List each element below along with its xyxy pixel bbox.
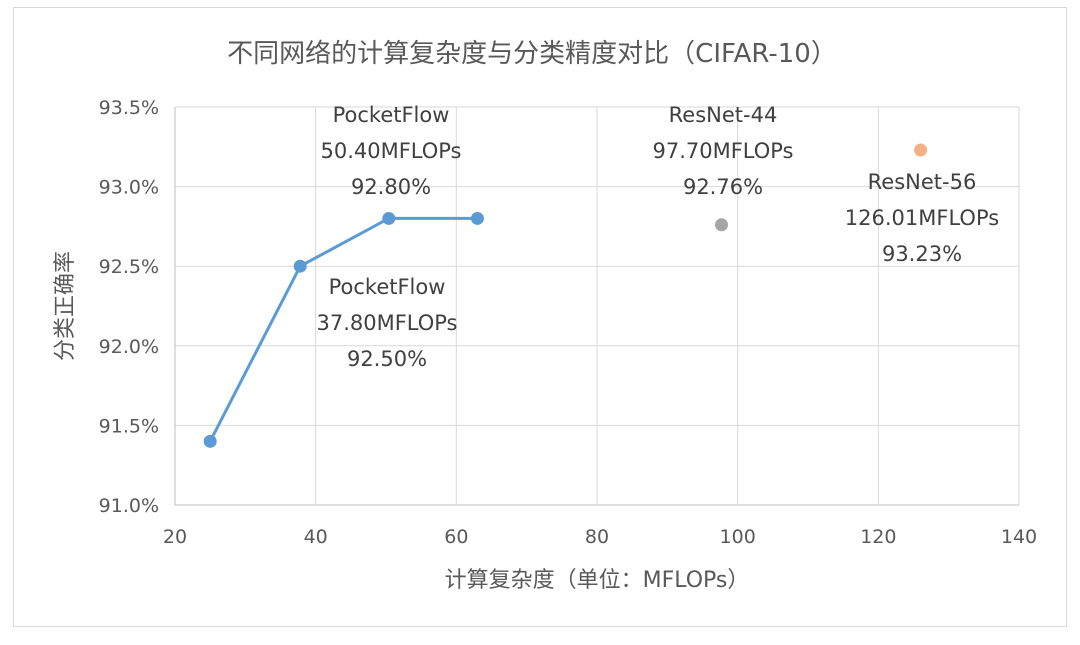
x-tick-label: 80 <box>585 526 609 548</box>
annotations: PocketFlow 50.40MFLOPs 92.80% PocketFlow 37.… <box>316 103 999 371</box>
data-point-2-0 <box>914 143 928 157</box>
annotation-resnet-56-line-2: 93.23% <box>882 242 962 266</box>
annotation-resnet-44-line-0: ResNet-44 <box>669 103 778 127</box>
y-tick-label: 92.5% <box>99 256 159 278</box>
x-axis-label: 计算复杂度（单位：MFLOPs） <box>445 568 750 593</box>
annotation-pocketflow-50-line-2: 92.80% <box>351 175 431 199</box>
series-line-0 <box>208 216 478 442</box>
x-axis-tick-labels: 20 40 60 80 100 120 140 <box>163 526 1037 548</box>
annotation-resnet-56-line-0: ResNet-56 <box>868 170 977 194</box>
y-tick-label: 93.5% <box>99 97 159 119</box>
annotation-pocketflow-37-line-0: PocketFlow <box>329 275 446 299</box>
x-tick-label: 20 <box>163 526 187 548</box>
annotation-pocketflow-37-line-1: 37.80MFLOPs <box>316 311 457 335</box>
gridlines <box>174 106 1020 506</box>
annotation-pocketflow-50-line-1: 50.40MFLOPs <box>320 139 461 163</box>
annotation-resnet-44-line-1: 97.70MFLOPs <box>652 139 793 163</box>
data-point-0-0 <box>203 434 217 448</box>
y-axis-tick-labels: 91.0% 91.5% 92.0% 92.5% 93.0% 93.5% <box>99 97 159 517</box>
annotation-resnet-56-line-1: 126.01MFLOPs <box>845 206 999 230</box>
x-tick-label: 100 <box>720 526 756 548</box>
series-lines <box>208 216 478 442</box>
annotation-pocketflow-37-line-2: 92.50% <box>347 347 427 371</box>
x-tick-label: 40 <box>304 526 328 548</box>
chart-title: 不同网络的计算复杂度与分类精度对比（CIFAR-10） <box>227 39 837 69</box>
annotation-pocketflow-50-line-0: PocketFlow <box>333 103 450 127</box>
data-point-1-0 <box>714 218 728 232</box>
y-tick-label: 91.5% <box>99 415 159 437</box>
x-tick-label: 60 <box>444 526 468 548</box>
annotation-resnet-44-line-2: 92.76% <box>683 175 763 199</box>
y-tick-label: 91.0% <box>99 495 159 517</box>
y-tick-label: 93.0% <box>99 177 159 199</box>
data-point-0-3 <box>470 211 484 225</box>
data-points <box>203 143 928 448</box>
data-point-0-1 <box>293 259 307 273</box>
x-tick-label: 140 <box>1001 526 1037 548</box>
y-axis-label: 分类正确率 <box>53 251 78 361</box>
data-point-0-2 <box>382 211 396 225</box>
x-tick-label: 120 <box>860 526 896 548</box>
chart-frame <box>13 7 1067 627</box>
y-tick-label: 92.0% <box>99 336 159 358</box>
